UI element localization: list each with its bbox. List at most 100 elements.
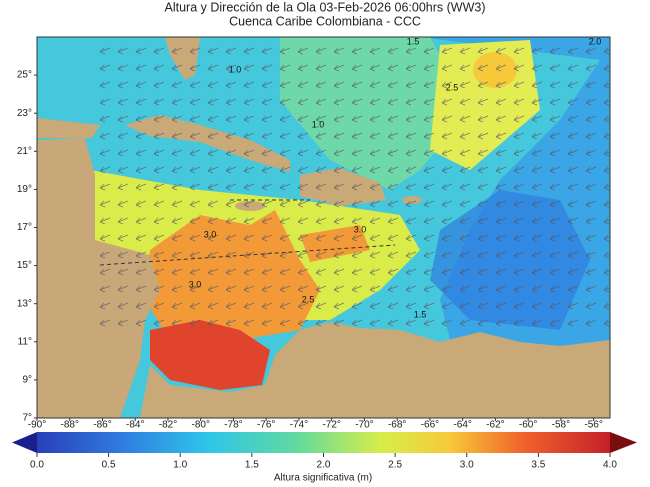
wave-arrow [225, 81, 237, 89]
wave-arrow [603, 149, 610, 157]
wave-arrow [567, 302, 579, 310]
wave-arrow [315, 81, 327, 89]
wave-arrow [513, 47, 525, 55]
wave-arrow [225, 319, 237, 327]
wave-arrow [225, 115, 237, 123]
wave-arrow [585, 268, 597, 276]
wave-arrow [423, 166, 435, 174]
wave-arrow [549, 234, 561, 242]
wave-arrow [243, 132, 255, 140]
wave-arrow [495, 234, 507, 242]
land-hispaniola [300, 168, 386, 206]
lat-tick-label: 11° [18, 336, 32, 347]
contour-label: 3.0 [354, 224, 367, 234]
wave-arrow [333, 285, 345, 293]
wave-arrow [225, 183, 237, 191]
lon-tick-label: -88° [61, 420, 79, 431]
wave-arrow [225, 47, 237, 55]
wave-arrow [135, 217, 147, 225]
wave-arrow [387, 285, 399, 293]
ocean-peak [150, 320, 270, 390]
wave-arrow [459, 98, 471, 106]
wave-arrow [585, 302, 597, 310]
wave-arrow [351, 166, 363, 174]
wave-arrow [243, 302, 255, 310]
lon-tick-label: -78° [224, 420, 242, 431]
wave-arrow [531, 319, 543, 327]
wave-arrow [333, 217, 345, 225]
wave-arrow [351, 217, 363, 225]
wave-arrow [405, 149, 417, 157]
wave-arrow [441, 268, 453, 276]
wave-arrow [117, 98, 129, 106]
wave-arrow [531, 149, 543, 157]
land-south-america [140, 322, 610, 418]
wave-arrow [387, 149, 399, 157]
wave-arrow [567, 183, 579, 191]
wave-arrow [495, 200, 507, 208]
wave-arrow [315, 285, 327, 293]
wave-arrow [513, 234, 525, 242]
wave-arrow [459, 319, 471, 327]
wave-arrow [297, 268, 309, 276]
land-mexico [37, 118, 100, 138]
wave-arrow [603, 47, 610, 55]
wave-arrow [369, 47, 381, 55]
wave-arrow [531, 166, 543, 174]
colorbar-tick-label: 2.0 [317, 460, 331, 471]
wave-arrow [189, 98, 201, 106]
wave-arrow [117, 234, 129, 242]
wave-arrow [297, 115, 309, 123]
wave-arrow [387, 81, 399, 89]
wave-arrow [135, 183, 147, 191]
lat-tick-label: 15° [17, 260, 32, 271]
lon-tick-label: -70° [355, 420, 373, 431]
lon-tick-label: -82° [159, 420, 177, 431]
wave-arrow [117, 166, 129, 174]
wave-arrow [171, 319, 183, 327]
wave-arrow [603, 183, 610, 191]
wave-arrow [477, 302, 489, 310]
wave-arrow [99, 47, 111, 55]
wave-arrow [153, 251, 165, 259]
wave-arrow [261, 115, 273, 123]
wave-arrow [531, 183, 543, 191]
wave-arrow [423, 251, 435, 259]
wave-arrow [585, 149, 597, 157]
wave-arrow [405, 234, 417, 242]
wave-arrow [189, 132, 201, 140]
wave-arrow [315, 302, 327, 310]
wave-arrow [603, 268, 610, 276]
wave-arrow [99, 183, 111, 191]
wave-arrow [261, 149, 273, 157]
wave-arrow [513, 217, 525, 225]
wave-arrow [477, 64, 489, 72]
wave-arrow [477, 234, 489, 242]
wave-arrow [405, 285, 417, 293]
wave-arrow [585, 81, 597, 89]
wave-arrow [549, 183, 561, 191]
wave-arrow [567, 285, 579, 293]
lon-tick-label: -80° [191, 420, 209, 431]
wave-arrow [279, 319, 291, 327]
wave-arrow [369, 285, 381, 293]
wave-arrow [567, 115, 579, 123]
wave-arrow [153, 302, 165, 310]
wave-arrow [513, 251, 525, 259]
wave-arrow [261, 132, 273, 140]
wave-arrow [531, 98, 543, 106]
wave-arrow [405, 64, 417, 72]
wave-arrow [423, 217, 435, 225]
wave-arrow [207, 319, 219, 327]
wave-arrow [279, 302, 291, 310]
wave-arrow [531, 132, 543, 140]
wave-arrow [99, 302, 111, 310]
wave-arrow [369, 319, 381, 327]
wave-arrow [441, 98, 453, 106]
wave-arrow [567, 268, 579, 276]
wave-arrow [315, 64, 327, 72]
wave-arrow [423, 319, 435, 327]
wave-arrow [477, 166, 489, 174]
wave-arrow [153, 285, 165, 293]
lon-tick-label: -72° [322, 420, 340, 431]
